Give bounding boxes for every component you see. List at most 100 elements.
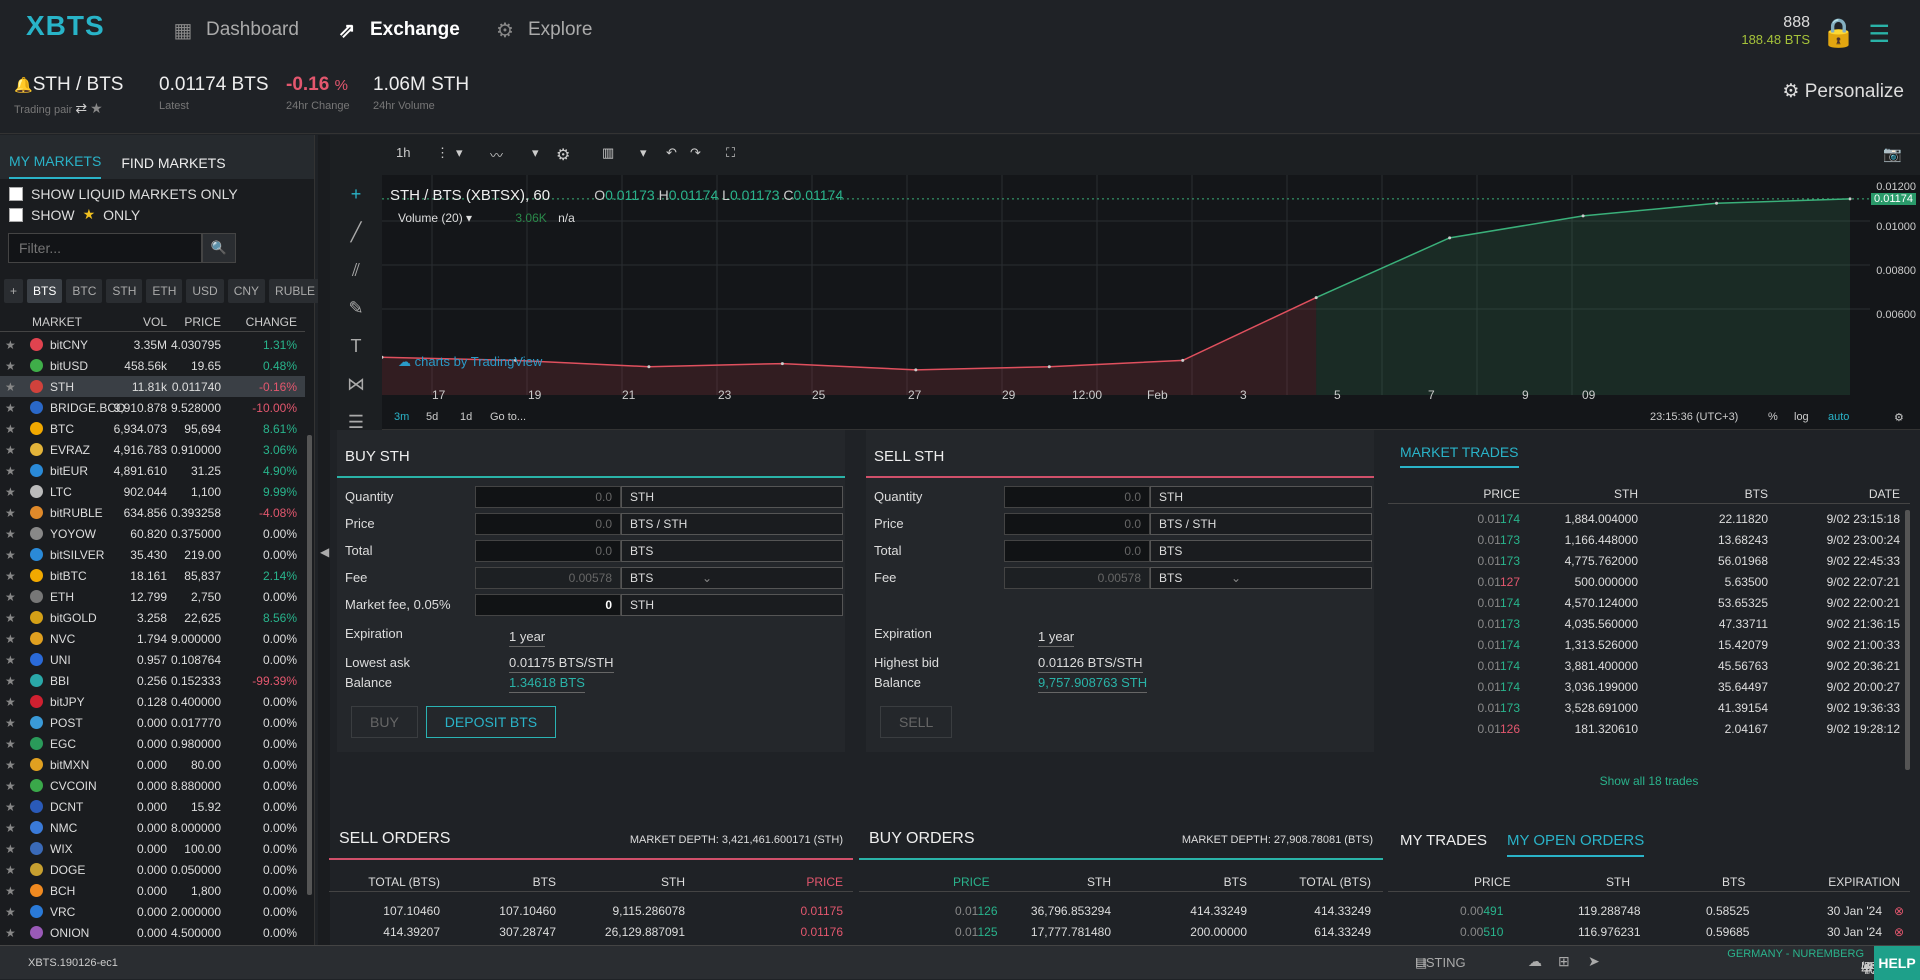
range-3m[interactable]: 3m — [394, 411, 410, 423]
buy-price-input[interactable]: 0.0 — [475, 513, 621, 535]
personalize-button[interactable]: ⚙ Personalize — [1782, 80, 1904, 103]
open-order-row[interactable]: 0.00510 116.976231 0.59685 30 Jan '24 ⊗ — [1388, 925, 1910, 946]
log-toggle[interactable]: log — [1794, 411, 1809, 423]
star-icon[interactable]: ★ — [5, 884, 16, 898]
buy-qty-input[interactable]: 0.0 — [475, 486, 621, 508]
base-tab-ruble[interactable]: RUBLE — [269, 279, 322, 303]
col-vol[interactable]: VOL — [142, 315, 167, 329]
star-icon[interactable]: ★ — [5, 422, 16, 436]
star-icon[interactable]: ★ — [5, 632, 16, 646]
star-icon[interactable]: ★ — [5, 737, 16, 751]
star-icon[interactable]: ★ — [5, 338, 16, 352]
open-order-row[interactable]: 0.00491 119.288748 0.58525 30 Jan '24 ⊗ — [1388, 904, 1910, 925]
market-row[interactable]: ★ bitBTC 18.161 85,837 2.14% — [0, 565, 305, 586]
market-row[interactable]: ★ bitMXN 0.000 80.00 0.00% — [0, 754, 305, 775]
crosshair-icon[interactable]: + — [350, 184, 362, 204]
star-icon[interactable]: ★ — [5, 695, 16, 709]
auto-toggle[interactable]: auto — [1828, 411, 1850, 423]
market-row[interactable]: ★ ONION 0.000 4.500000 0.00% — [0, 922, 305, 943]
redo-icon[interactable]: ↷ — [690, 145, 701, 160]
tab-my-trades[interactable]: MY TRADES — [1400, 832, 1487, 849]
chevron-left-icon[interactable]: ◀ — [320, 545, 330, 559]
star-icon[interactable]: ★ — [5, 611, 16, 625]
star-icon[interactable]: ★ — [5, 380, 16, 394]
sell-expiration-select[interactable]: 1 year — [1038, 629, 1075, 647]
star-icon[interactable]: ★ — [5, 527, 16, 541]
col-market[interactable]: MARKET — [32, 315, 83, 329]
star-icon[interactable]: ★ — [5, 926, 16, 940]
cloud-icon[interactable]: ☁ — [1528, 953, 1542, 969]
market-row[interactable]: ★ bitGOLD 3.258 22,625 8.56% — [0, 607, 305, 628]
sell-price-input[interactable]: 0.0 — [1004, 513, 1150, 535]
col-price[interactable]: PRICE — [184, 315, 221, 329]
star-icon[interactable]: ★ — [5, 905, 16, 919]
star-icon[interactable]: ★ — [5, 590, 16, 604]
star-icon[interactable]: ★ — [90, 100, 103, 116]
market-row[interactable]: ★ UNI 0.957 0.108764 0.00% — [0, 649, 305, 670]
search-icon[interactable]: 🔍 — [202, 233, 236, 263]
market-row[interactable]: ★ STH 11.81k 0.011740 -0.16% — [0, 376, 305, 397]
percent-toggle[interactable]: % — [1768, 411, 1778, 423]
node-location[interactable]: GERMANY - NUREMBERG — [1727, 948, 1864, 960]
market-row[interactable]: ★ DCNT 0.000 15.92 0.00% — [0, 796, 305, 817]
market-row[interactable]: ★ CVCOIN 0.000 8.880000 0.00% — [0, 775, 305, 796]
lowest-ask-link[interactable]: 0.01175 BTS/STH — [509, 655, 614, 673]
chevron-down-icon[interactable]: ▾ — [456, 145, 463, 160]
camera-icon[interactable]: 📷 — [1883, 146, 1902, 163]
fee-asset-select[interactable]: BTS ⌄ — [621, 567, 843, 589]
sell-balance-link[interactable]: 9,757.908763 STH — [1038, 675, 1148, 693]
price-axis[interactable]: 0.01200 0.01174 0.01000 0.00800 0.00600 — [1870, 175, 1920, 395]
account-info[interactable]: 888 188.48 BTS — [1741, 14, 1810, 47]
pattern-icon[interactable]: ⋈ — [347, 374, 365, 394]
show-all-trades-link[interactable]: Show all 18 trades — [1599, 774, 1699, 788]
star-icon[interactable]: ★ — [5, 401, 16, 415]
sell-total-input[interactable]: 0.0 — [1004, 540, 1150, 562]
market-row[interactable]: ★ bitEUR 4,891.610 31.25 4.90% — [0, 460, 305, 481]
star-icon[interactable]: ★ — [5, 548, 16, 562]
favorites-checkbox[interactable]: SHOW ★ ONLY — [0, 204, 314, 225]
trading-pair[interactable]: 🔔STH / BTS Trading pair ⇄ ★ — [14, 74, 123, 117]
brush-icon[interactable]: ✎ — [348, 298, 364, 318]
nav-exchange[interactable]: ⇗ Exchange — [334, 18, 460, 42]
star-icon[interactable]: ★ — [5, 569, 16, 583]
market-row[interactable]: ★ BTC 6,934.073 95,694 8.61% — [0, 418, 305, 439]
tab-find-markets[interactable]: FIND MARKETS — [121, 155, 226, 171]
tradingview-credit[interactable]: ☁ charts by TradingView — [398, 354, 543, 369]
nav-dashboard[interactable]: ▦ Dashboard — [170, 18, 299, 42]
cancel-icon[interactable]: ⊗ — [1893, 925, 1904, 939]
nav-explore[interactable]: ⚙ Explore — [492, 18, 592, 42]
star-icon[interactable]: ★ — [5, 779, 16, 793]
settings-icon[interactable]: ⚙ — [556, 147, 571, 164]
star-icon[interactable]: ★ — [5, 674, 16, 688]
bell-icon[interactable]: 🔔 — [14, 77, 33, 94]
market-row[interactable]: ★ bitRUBLE 634.856 0.393258 -4.08% — [0, 502, 305, 523]
market-row[interactable]: ★ BBI 0.256 0.152333 -99.39% — [0, 670, 305, 691]
market-row[interactable]: ★ EGC 0.000 0.980000 0.00% — [0, 733, 305, 754]
swap-icon[interactable]: ⇄ — [75, 100, 88, 116]
range-1d[interactable]: 1d — [460, 411, 473, 423]
star-icon[interactable]: ★ — [5, 863, 16, 877]
chart-plot-area[interactable] — [382, 175, 1870, 395]
lock-icon[interactable]: 🔒 — [1821, 17, 1856, 48]
menu-icon[interactable]: ☰ — [1868, 21, 1890, 48]
help-button[interactable]: HELP — [1874, 946, 1920, 980]
star-icon[interactable]: ★ — [5, 443, 16, 457]
base-tab-eth[interactable]: ETH — [146, 279, 183, 303]
base-tab-cny[interactable]: CNY — [227, 279, 266, 303]
indicator-icon[interactable]: 〰 — [490, 148, 504, 163]
market-row[interactable]: ★ bitCNY 3.35M 4.030795 1.31% — [0, 334, 305, 355]
chevron-down-icon[interactable]: ▾ — [640, 145, 647, 160]
tab-my-markets[interactable]: MY MARKETS — [9, 153, 102, 179]
collapse-handle[interactable]: ◀ — [318, 135, 330, 945]
base-tab-sth[interactable]: STH — [106, 279, 143, 303]
market-row[interactable]: ★ bitSILVER 35.430 219.00 0.00% — [0, 544, 305, 565]
star-icon[interactable]: ★ — [5, 653, 16, 667]
market-row[interactable]: ★ LTC 902.044 1,100 9.99% — [0, 481, 305, 502]
market-row[interactable]: ★ WIX 0.000 100.00 0.00% — [0, 838, 305, 859]
market-row[interactable]: ★ POST 0.000 0.017770 0.00% — [0, 712, 305, 733]
tab-market-trades[interactable]: MARKET TRADES — [1400, 444, 1519, 468]
market-row[interactable]: ★ DOGE 0.000 0.050000 0.00% — [0, 859, 305, 880]
range-5d[interactable]: 5d — [426, 411, 439, 423]
buy-total-input[interactable]: 0.0 — [475, 540, 621, 562]
market-row[interactable]: ★ EVRAZ 4,916.783 0.910000 3.06% — [0, 439, 305, 460]
